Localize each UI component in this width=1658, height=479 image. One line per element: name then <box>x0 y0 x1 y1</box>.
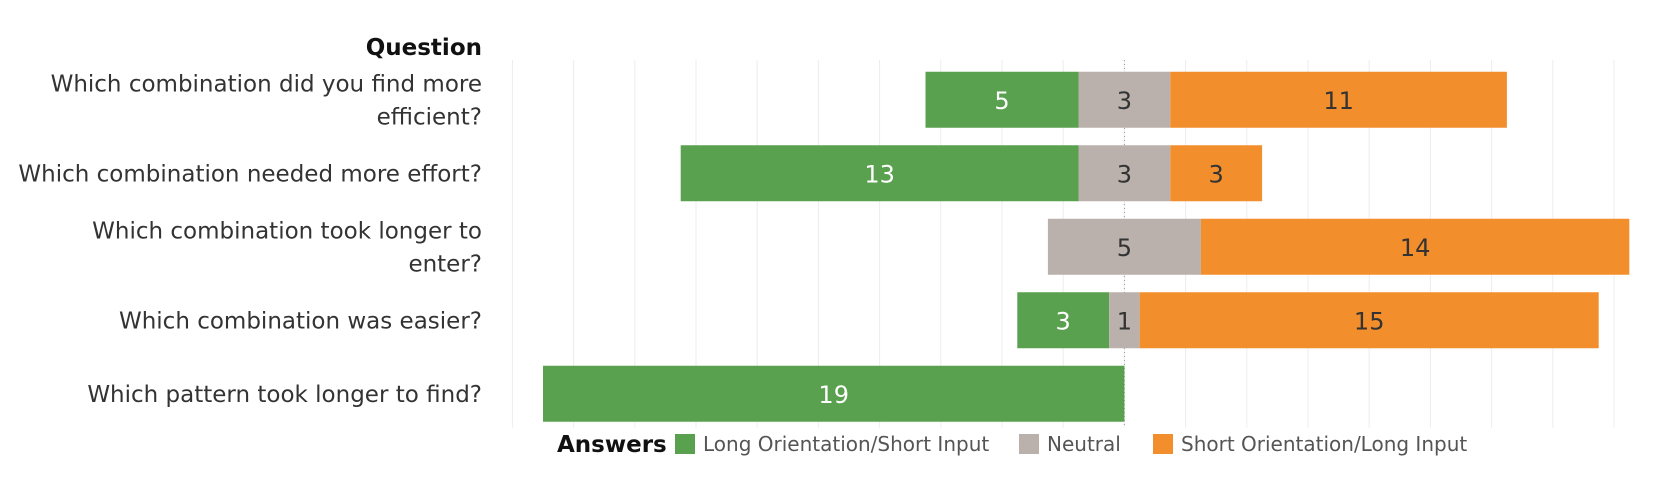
legend-label: Short Orientation/Long Input <box>1181 432 1467 456</box>
question-label: efficient? <box>377 104 482 130</box>
bar-value-label: 15 <box>1354 307 1385 335</box>
question-labels: Which combination did you find more effic… <box>18 71 482 408</box>
question-label: Which combination took longer to <box>92 218 482 244</box>
legend-swatch <box>1153 434 1173 454</box>
bar-value-label: 5 <box>1117 234 1132 262</box>
legend-title: Answers <box>557 432 667 458</box>
bar-segment <box>1109 292 1140 349</box>
bars: 5 3 11 13 3 3 5 14 3 1 15 19 <box>543 71 1630 422</box>
question-label: enter? <box>408 251 482 277</box>
bar-value-label: 5 <box>994 87 1009 115</box>
bar-segment <box>1200 218 1630 275</box>
bar-segment <box>543 365 1125 422</box>
question-label: Which pattern took longer to find? <box>87 382 482 408</box>
bar-value-label: 19 <box>818 381 849 409</box>
question-label: Which combination was easier? <box>119 308 482 334</box>
legend-swatch <box>1019 434 1039 454</box>
bar-value-label: 3 <box>1117 160 1132 188</box>
bar-value-label: 3 <box>1209 160 1224 188</box>
row-header: Question <box>366 35 482 61</box>
bar-segment <box>1170 145 1263 202</box>
bar-segment <box>1047 218 1201 275</box>
legend: Answers Long Orientation/Short Input Neutr… <box>557 432 1467 458</box>
question-label: Which combination needed more effort? <box>18 161 482 187</box>
bar-segment <box>1078 145 1171 202</box>
bar-value-label: 11 <box>1323 87 1354 115</box>
legend-label: Long Orientation/Short Input <box>703 432 989 456</box>
bar-value-label: 14 <box>1400 234 1431 262</box>
bar-segment <box>1078 71 1171 128</box>
bar-segment <box>925 71 1079 128</box>
bar-value-label: 3 <box>1056 307 1071 335</box>
bar-segment <box>1170 71 1507 128</box>
bar-value-label: 13 <box>864 160 895 188</box>
legend-swatch <box>675 434 695 454</box>
bar-segment <box>1139 292 1599 349</box>
bar-value-label: 1 <box>1117 307 1132 335</box>
bar-segment <box>1017 292 1110 349</box>
legend-label: Neutral <box>1047 432 1121 456</box>
bar-segment <box>680 145 1079 202</box>
question-label: Which combination did you find more <box>51 71 482 97</box>
bar-value-label: 3 <box>1117 87 1132 115</box>
